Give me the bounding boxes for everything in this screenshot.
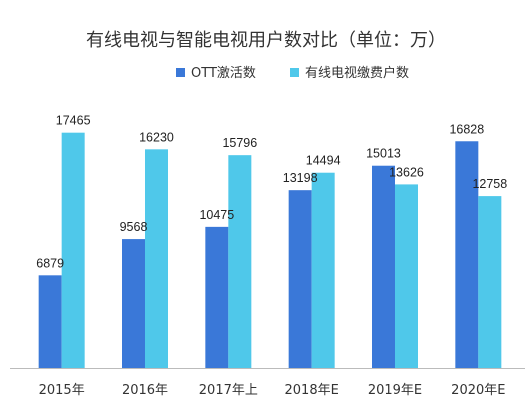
bar-cable-4 [395, 184, 418, 368]
data-label-cable-3: 14494 [306, 154, 341, 168]
x-tick-label-3: 2018年E [285, 383, 339, 398]
bar-cable-3 [311, 172, 335, 368]
bar-ott-1 [122, 239, 145, 368]
bar-cable-0 [61, 132, 85, 368]
data-label-cable-1: 16230 [139, 130, 174, 144]
data-label-cable-0: 17465 [56, 114, 91, 128]
legend-label-cable: 有线电视缴费户数 [305, 65, 409, 81]
bar-cable-1 [145, 149, 168, 368]
data-label-ott-5: 16828 [449, 122, 484, 136]
data-label-cable-4: 13626 [389, 165, 424, 179]
bar-cable-2 [228, 155, 252, 368]
x-tick-label-5: 2020年E [451, 383, 505, 398]
data-label-cable-2: 15796 [222, 136, 257, 150]
data-label-ott-1: 9568 [120, 220, 148, 234]
bar-ott-0 [38, 275, 62, 368]
data-label-cable-5: 12758 [472, 177, 507, 191]
legend-swatch-ott [176, 68, 185, 77]
bar-ott-5 [455, 141, 479, 368]
bar-ott-3 [288, 190, 312, 368]
bar-ott-4 [372, 165, 395, 368]
legend-swatch-cable [290, 68, 299, 77]
bar-ott-2 [205, 226, 229, 368]
bars [38, 132, 502, 368]
data-label-ott-0: 6879 [36, 256, 64, 270]
data-label-ott-2: 10475 [199, 208, 234, 222]
x-tick-label-2: 2017年上 [199, 383, 258, 398]
x-tick-labels: 2015年 2016年 2017年上 2018年E 2019年E 2020年E [39, 383, 506, 398]
chart-title: 有线电视与智能电视用户数对比（单位：万） [86, 30, 446, 51]
legend-label-ott: OTT激活数 [191, 66, 256, 81]
legend: OTT激活数 有线电视缴费户数 [176, 65, 409, 81]
x-tick-label-4: 2019年E [368, 383, 422, 398]
data-label-ott-4: 15013 [366, 147, 401, 161]
data-labels: 6879 17465 9568 16230 10475 15796 13198 14494 15… [36, 114, 507, 271]
x-tick-label-1: 2016年 [122, 383, 168, 398]
x-tick-label-0: 2015年 [39, 383, 85, 398]
bar-cable-5 [478, 196, 502, 368]
data-label-ott-3: 13198 [283, 171, 318, 185]
